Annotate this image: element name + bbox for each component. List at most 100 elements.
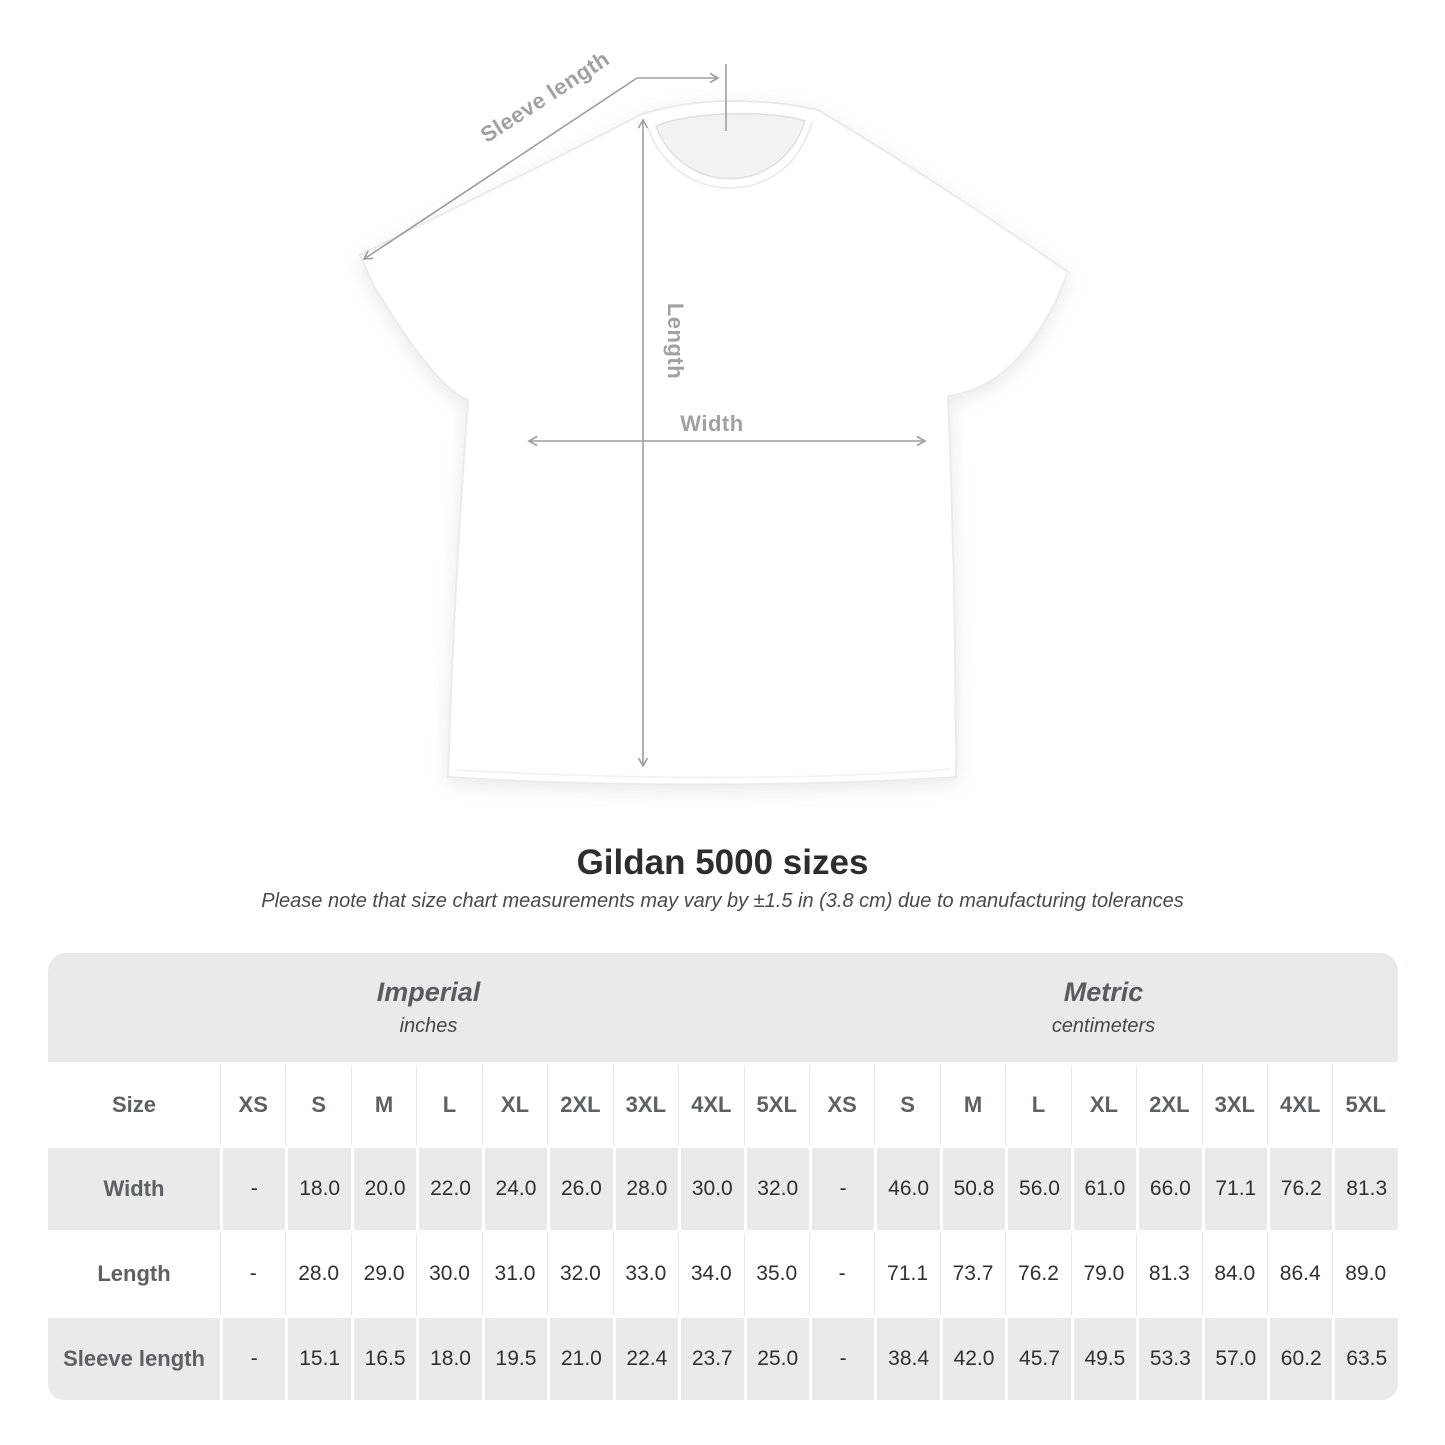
value-cell: 21.0 [547,1318,613,1400]
value-cell: 24.0 [481,1148,548,1230]
size-header-cell: L [416,1065,482,1145]
value-cell: 20.0 [350,1148,417,1230]
value-cell: 53.3 [1136,1318,1202,1400]
value-cell: 22.0 [416,1148,482,1230]
value-cell: - [220,1233,286,1315]
value-cell: 73.7 [939,1233,1006,1315]
value-cell: 18.0 [416,1318,482,1400]
value-cell: 30.0 [416,1233,482,1315]
size-header-cell: XL [1070,1065,1137,1145]
sleeve-length-dimension-line [362,77,638,260]
metric-unit-label: centimeters [1051,1015,1156,1037]
sleeve-length-label: Sleeve length [476,46,614,148]
row-label-cell: Length [48,1233,220,1315]
imperial-unit-label: inches [399,1015,458,1037]
value-cell: - [220,1148,286,1230]
value-cell: 76.2 [1005,1233,1071,1315]
size-header-cell: M [939,1065,1006,1145]
imperial-label: Imperial [376,977,481,1007]
value-cell: 66.0 [1136,1148,1202,1230]
metric-header: Metric centimeters [809,953,1398,1062]
value-cell: 42.0 [939,1318,1006,1400]
value-cell: 26.0 [547,1148,613,1230]
table-row: Length -28.0 29.0 30.0 31.0 32.0 33.0 34.0 35.0-… [48,1233,1398,1315]
size-header-cell: L [1005,1065,1071,1145]
value-cell: 79.0 [1070,1233,1137,1315]
value-cell: 22.4 [612,1318,679,1400]
width-label: Width [680,411,743,436]
size-chart: Imperial inches Metric centimeters Size X… [48,953,1398,1403]
value-cell: 56.0 [1005,1148,1071,1230]
row-label-cell: Sleeve length [48,1318,220,1400]
size-header-cell: 3XL [1201,1065,1267,1145]
tshirt-hem-seam [454,768,951,779]
size-header-cell: XS [808,1065,875,1145]
value-cell: 31.0 [481,1233,548,1315]
tshirt-body [359,100,1069,786]
size-chart-table: Size XS S M L XL 2XL 3XL 4XL 5XL XS S M L XL 2XL 3XL 4XL 5… [48,1062,1398,1403]
value-cell: 63.5 [1332,1318,1398,1400]
length-label: Length [663,303,688,379]
value-cell: - [808,1233,875,1315]
size-corner-cell: Size [48,1065,220,1145]
value-cell: 15.1 [285,1318,351,1400]
table-row: Sleeve length -15.1 16.5 18.0 19.5 21.0 22.4 23… [48,1318,1398,1400]
value-cell: 18.0 [285,1148,351,1230]
value-cell: 49.5 [1070,1318,1137,1400]
value-cell: 61.0 [1070,1148,1137,1230]
value-cell: - [808,1148,875,1230]
tshirt-neck-opening [655,112,806,180]
value-cell: 76.2 [1267,1148,1333,1230]
size-header-cell: 3XL [612,1065,679,1145]
value-cell: 28.0 [285,1233,351,1315]
size-header-cell: 2XL [547,1065,613,1145]
table-row: Width -18.0 20.0 22.0 24.0 26.0 28.0 30.0 32.0-4… [48,1148,1398,1230]
value-cell: 30.0 [678,1148,744,1230]
value-cell: 19.5 [481,1318,548,1400]
size-header-cell: XL [481,1065,548,1145]
shirt-illustration: Sleeve length Length Width [359,46,1069,786]
value-cell: 28.0 [612,1148,679,1230]
value-cell: 29.0 [350,1233,417,1315]
value-cell: - [220,1318,286,1400]
size-header-row: Size XS S M L XL 2XL 3XL 4XL 5XL XS S M L XL 2XL 3XL 4XL 5… [48,1065,1398,1145]
size-header-cell: XS [220,1065,286,1145]
value-cell: 33.0 [612,1233,679,1315]
value-cell: 38.4 [874,1318,940,1400]
size-header-cell: 5XL [743,1065,809,1145]
metric-label: Metric [1063,977,1144,1007]
value-cell: 84.0 [1201,1233,1267,1315]
size-header-cell: 4XL [678,1065,744,1145]
value-cell: 32.0 [743,1148,809,1230]
size-header-cell: S [285,1065,351,1145]
value-cell: 16.5 [350,1318,417,1400]
value-cell: - [808,1318,875,1400]
value-cell: 86.4 [1267,1233,1333,1315]
value-cell: 60.2 [1267,1318,1333,1400]
value-cell: 71.1 [1201,1148,1267,1230]
value-cell: 81.3 [1332,1148,1398,1230]
value-cell: 46.0 [874,1148,940,1230]
size-header-cell: 4XL [1267,1065,1333,1145]
value-cell: 57.0 [1201,1318,1267,1400]
size-header-cell: 2XL [1136,1065,1202,1145]
size-header-cell: M [350,1065,417,1145]
value-cell: 35.0 [743,1233,809,1315]
title-block: Gildan 5000 sizes Please note that size … [0,843,1445,913]
row-label-cell: Width [48,1148,220,1230]
value-cell: 81.3 [1136,1233,1202,1315]
value-cell: 23.7 [678,1318,744,1400]
value-cell: 25.0 [743,1318,809,1400]
tshirt-collar-seam [647,121,813,189]
page-title: Gildan 5000 sizes [576,843,869,882]
page-subtitle: Please note that size chart measurements… [261,890,1184,912]
imperial-header: Imperial inches [48,953,809,1062]
unit-band: Imperial inches Metric centimeters [48,953,1398,1062]
size-header-cell: 5XL [1332,1065,1398,1145]
size-header-cell: S [874,1065,940,1145]
value-cell: 71.1 [874,1233,940,1315]
value-cell: 50.8 [939,1148,1006,1230]
value-cell: 32.0 [547,1233,613,1315]
value-cell: 89.0 [1332,1233,1398,1315]
